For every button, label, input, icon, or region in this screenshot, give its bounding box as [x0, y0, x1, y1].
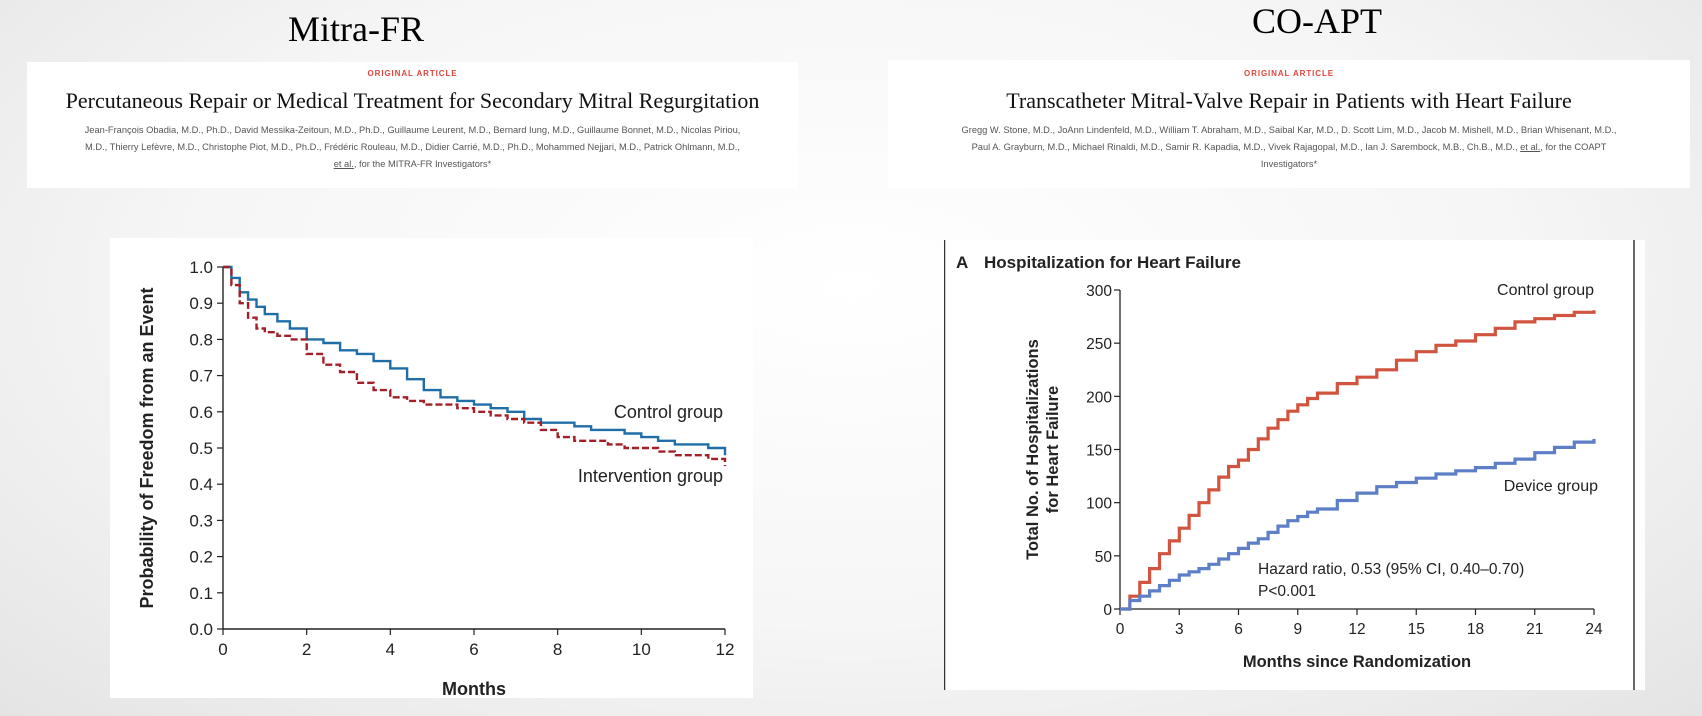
- y-tick-label: 50: [1095, 549, 1113, 566]
- y-tick-label: 0.0: [189, 620, 213, 639]
- x-axis-label: Months: [442, 679, 506, 698]
- article-title[interactable]: Percutaneous Repair or Medical Treatment…: [65, 88, 760, 113]
- y-tick-label: 0.8: [189, 330, 213, 349]
- y-tick-label: 1.0: [189, 258, 213, 277]
- coapt-hospitalization-chart: A Hospitalization for Heart Failure 0 50 100…: [943, 240, 1635, 690]
- mitra-fr-title: Mitra-FR: [288, 9, 425, 49]
- article-kicker: ORIGINAL ARTICLE: [1244, 69, 1334, 78]
- y-axis-label-line: Total No. of Hospitalizations: [1024, 339, 1042, 560]
- y-tick-label: 200: [1086, 389, 1112, 406]
- x-tick-label: 3: [1175, 621, 1184, 638]
- article-authors: Jean-François Obadia, M.D., Ph.D., David…: [27, 122, 798, 173]
- mitra-fr-article-card: ORIGINAL ARTICLE Percutaneous Repair or …: [27, 62, 798, 188]
- x-axis-label: Months since Randomization: [1243, 653, 1471, 671]
- article-authors: Gregg W. Stone, M.D., JoAnn Lindenfeld, …: [888, 122, 1690, 173]
- panel-label: A: [956, 253, 968, 272]
- chart-title: Hospitalization for Heart Failure: [984, 253, 1241, 272]
- authors-tail: , for the MITRA-FR Investigators*: [353, 159, 492, 169]
- p-value-annotation: P<0.001: [1258, 583, 1316, 600]
- y-tick-label: 0.7: [189, 367, 213, 386]
- mitra-fr-chart-panel: 0.0 0.1 0.2 0.3 0.4 0.5 0.6 0.7 0.8 0.9 1.0 0 2 4 6 8 10…: [110, 238, 753, 699]
- article-title[interactable]: Transcatheter Mitral-Valve Repair in Pat…: [1006, 88, 1572, 113]
- x-tick-label: 0: [218, 640, 227, 659]
- y-axis-label: Probability of Freedom from an Event: [137, 287, 157, 608]
- y-tick-label: 0: [1103, 602, 1112, 619]
- authors-line: M.D., Thierry Lefèvre, M.D., Christophe …: [85, 142, 740, 152]
- x-tick-label: 24: [1585, 621, 1603, 638]
- x-tick-label: 6: [469, 640, 478, 659]
- x-tick-label: 2: [302, 640, 311, 659]
- authors-line: et al., for the MITRA-FR Investigators*: [33, 156, 792, 173]
- y-tick-label: 0.6: [189, 403, 213, 422]
- y-tick-label: 0.5: [189, 439, 213, 458]
- authors-line: Paul A. Grayburn, M.D., Michael Rinaldi,…: [894, 139, 1684, 156]
- y-tick-label: 0.1: [189, 584, 213, 603]
- intervention-group-line: [223, 265, 727, 467]
- mitra-fr-kaplan-meier-chart: 0.0 0.1 0.2 0.3 0.4 0.5 0.6 0.7 0.8 0.9 1.0 0 2 4 6 8 10…: [137, 258, 735, 699]
- et-al-link[interactable]: et al.: [1520, 142, 1541, 152]
- x-tick-label: 4: [386, 640, 395, 659]
- authors-text: Paul A. Grayburn, M.D., Michael Rinaldi,…: [971, 142, 1518, 152]
- x-tick-label: 12: [1348, 621, 1365, 638]
- article-kicker: ORIGINAL ARTICLE: [367, 69, 458, 78]
- control-group-line: [1120, 310, 1596, 611]
- x-tick-label: 0: [1116, 621, 1125, 638]
- et-al-link[interactable]: et al.: [333, 159, 354, 169]
- y-axis-label-line: for Heart Failure: [1044, 386, 1062, 513]
- coapt-chart-panel: A Hospitalization for Heart Failure 0 50 100…: [943, 240, 1645, 690]
- x-tick-label: 12: [716, 640, 735, 659]
- y-tick-label: 100: [1086, 496, 1112, 513]
- coapt-article-card: ORIGINAL ARTICLE Transcatheter Mitral-Va…: [888, 60, 1690, 188]
- x-tick-label: 6: [1234, 621, 1243, 638]
- y-tick-label: 300: [1086, 283, 1112, 300]
- authors-line: Gregg W. Stone, M.D., JoAnn Lindenfeld, …: [961, 125, 1617, 135]
- control-group-line: [223, 265, 727, 456]
- device-group-label: Device group: [1504, 478, 1598, 495]
- authors-line: Jean-François Obadia, M.D., Ph.D., David…: [84, 125, 741, 135]
- x-tick-label: 21: [1526, 621, 1543, 638]
- control-group-label: Control group: [1497, 282, 1594, 299]
- hazard-ratio-annotation: Hazard ratio, 0.53 (95% CI, 0.40–0.70): [1258, 561, 1524, 578]
- y-tick-label: 0.9: [189, 294, 213, 313]
- y-tick-label: 0.3: [189, 511, 213, 530]
- intervention-group-label: Intervention group: [578, 466, 723, 486]
- authors-tail: , for the COAPT: [1540, 142, 1607, 152]
- authors-line: Investigators*: [1260, 159, 1318, 169]
- y-tick-label: 150: [1086, 443, 1112, 460]
- y-tick-label: 250: [1086, 336, 1112, 353]
- x-tick-label: 10: [632, 640, 651, 659]
- x-tick-label: 8: [553, 640, 562, 659]
- device-group-line: [1120, 438, 1596, 611]
- control-group-label: Control group: [614, 402, 723, 422]
- co-apt-title: CO-APT: [1252, 1, 1383, 41]
- y-tick-label: 0.2: [189, 548, 213, 567]
- x-tick-label: 15: [1408, 621, 1425, 638]
- x-tick-label: 18: [1467, 621, 1484, 638]
- x-tick-label: 9: [1293, 621, 1302, 638]
- y-tick-label: 0.4: [189, 475, 213, 494]
